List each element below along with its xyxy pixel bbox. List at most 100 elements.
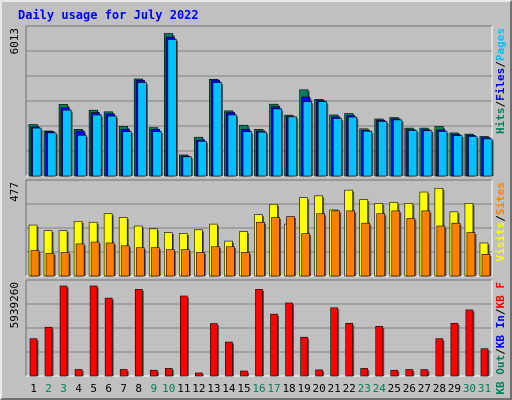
x-tick-label-18: 18 bbox=[282, 382, 295, 395]
legend-files: Files bbox=[494, 68, 507, 101]
bar-kb-f-day-6 bbox=[104, 297, 113, 377]
x-tick-label-22: 22 bbox=[343, 382, 356, 395]
bar-sites-day-9 bbox=[150, 247, 160, 277]
chart-panels: 6013Hits/Files/Pages477Visits/Sites59392… bbox=[8, 25, 507, 395]
bar-sites-day-21 bbox=[331, 210, 340, 277]
x-tick-label-2: 2 bbox=[45, 382, 52, 395]
x-tick-label-29: 29 bbox=[448, 382, 461, 395]
bar-pages-day-30 bbox=[468, 136, 478, 177]
bar-kb-f-day-15 bbox=[240, 370, 248, 377]
bar-kb-f-day-11 bbox=[180, 295, 188, 377]
x-tick-label-31: 31 bbox=[478, 382, 491, 395]
bar-kb-f-day-9 bbox=[149, 369, 158, 377]
bar-pages-day-10 bbox=[167, 39, 177, 177]
legend-kb-in: KB In bbox=[494, 315, 507, 348]
x-tick-label-16: 16 bbox=[252, 382, 265, 395]
bar-sites-day-8 bbox=[135, 247, 145, 277]
bar-pages-day-4 bbox=[77, 134, 87, 177]
x-tick-label-19: 19 bbox=[297, 382, 310, 395]
bar-sites-day-2 bbox=[45, 253, 55, 277]
bar-sites-day-23 bbox=[361, 222, 371, 277]
x-tick-label-1: 1 bbox=[30, 382, 37, 395]
legend-sites: Sites bbox=[494, 182, 507, 215]
bar-sites-day-20 bbox=[316, 213, 325, 277]
bar-pages-day-13 bbox=[212, 82, 222, 177]
bar-pages-day-6 bbox=[107, 115, 117, 177]
x-tick-label-27: 27 bbox=[418, 382, 431, 395]
x-tick-label-10: 10 bbox=[162, 382, 175, 395]
bars-visits_sites bbox=[28, 187, 492, 277]
bar-kb-f-day-28 bbox=[435, 338, 444, 377]
bar-kb-f-day-4 bbox=[74, 369, 83, 377]
x-axis-ticks: 1 2 3 4 5 6 7 8 9 10 11 12 13 14 15 16 17 18 19 20 21 22 23 24 2… bbox=[30, 382, 491, 395]
bar-kb-f-day-14 bbox=[225, 341, 233, 377]
legend-kb-f: KB F bbox=[494, 282, 507, 309]
bar-pages-day-7 bbox=[122, 131, 132, 177]
x-tick-label-11: 11 bbox=[177, 382, 190, 395]
legend-pages: Pages bbox=[494, 28, 507, 61]
bar-kb-f-day-7 bbox=[119, 369, 128, 377]
x-tick-label-14: 14 bbox=[222, 382, 236, 395]
bar-sites-day-5 bbox=[90, 241, 100, 277]
x-tick-label-15: 15 bbox=[237, 382, 250, 395]
bar-pages-day-15 bbox=[242, 131, 252, 177]
bar-pages-day-27 bbox=[423, 130, 433, 177]
bar-sites-day-7 bbox=[120, 245, 130, 277]
legend-separator: / bbox=[494, 101, 507, 108]
bar-sites-day-25 bbox=[391, 210, 401, 277]
x-tick-label-17: 17 bbox=[267, 382, 280, 395]
bar-pages-day-18 bbox=[287, 116, 297, 177]
bar-kb-f-day-31 bbox=[480, 348, 489, 377]
chart-title: Daily usage for July 2022 bbox=[18, 8, 199, 22]
bar-pages-day-5 bbox=[92, 114, 102, 177]
x-tick-label-28: 28 bbox=[433, 382, 446, 395]
legend-visits_sites: Visits/Sites bbox=[494, 182, 507, 262]
bars-kbytes bbox=[29, 285, 490, 377]
bar-pages-day-11 bbox=[182, 156, 192, 177]
bar-pages-day-22 bbox=[347, 116, 358, 177]
bar-sites-day-22 bbox=[346, 210, 355, 277]
bar-sites-day-15 bbox=[241, 252, 250, 277]
x-tick-label-3: 3 bbox=[60, 382, 67, 395]
bar-sites-day-29 bbox=[451, 222, 461, 277]
bar-kb-f-day-3 bbox=[59, 285, 68, 377]
bar-kb-f-day-29 bbox=[450, 322, 459, 377]
bar-sites-day-18 bbox=[286, 216, 295, 277]
y-max-label: 5939260 bbox=[8, 282, 21, 328]
bar-sites-day-31 bbox=[481, 254, 491, 277]
bar-pages-day-9 bbox=[152, 131, 162, 177]
bar-kb-f-day-21 bbox=[330, 307, 338, 377]
x-tick-label-24: 24 bbox=[373, 382, 387, 395]
bar-pages-day-2 bbox=[47, 132, 57, 177]
legend-separator: / bbox=[494, 308, 507, 315]
bar-kb-f-day-30 bbox=[465, 309, 474, 377]
bar-sites-day-19 bbox=[301, 233, 310, 277]
bar-kb-f-day-5 bbox=[89, 285, 98, 377]
x-tick-label-21: 21 bbox=[328, 382, 341, 395]
bar-sites-day-14 bbox=[226, 246, 235, 277]
legend-kb-out: KB Out bbox=[494, 355, 507, 395]
bar-pages-day-26 bbox=[408, 130, 418, 177]
bar-pages-day-19 bbox=[302, 101, 312, 177]
x-tick-label-5: 5 bbox=[90, 382, 97, 395]
bar-kb-f-day-19 bbox=[300, 336, 308, 377]
bar-pages-day-25 bbox=[393, 119, 403, 177]
x-tick-label-6: 6 bbox=[105, 382, 112, 395]
bar-pages-day-28 bbox=[438, 131, 448, 177]
y-max-label: 6013 bbox=[8, 28, 21, 55]
legend-kbytes: KB Out/KB In/KB F bbox=[494, 282, 507, 395]
bar-pages-day-29 bbox=[453, 135, 463, 177]
x-tick-label-4: 4 bbox=[75, 382, 82, 395]
x-tick-label-30: 30 bbox=[463, 382, 476, 395]
panel-visits_sites: 477 Visits/Sites bbox=[8, 179, 507, 277]
legend-hits: Hits bbox=[494, 108, 507, 135]
bar-pages-day-14 bbox=[227, 114, 237, 177]
bar-pages-day-21 bbox=[332, 118, 343, 177]
bar-sites-day-6 bbox=[105, 242, 115, 277]
x-tick-label-26: 26 bbox=[403, 382, 416, 395]
bar-sites-day-10 bbox=[165, 249, 175, 277]
bar-kb-f-day-25 bbox=[390, 369, 399, 377]
x-tick-label-20: 20 bbox=[313, 382, 326, 395]
